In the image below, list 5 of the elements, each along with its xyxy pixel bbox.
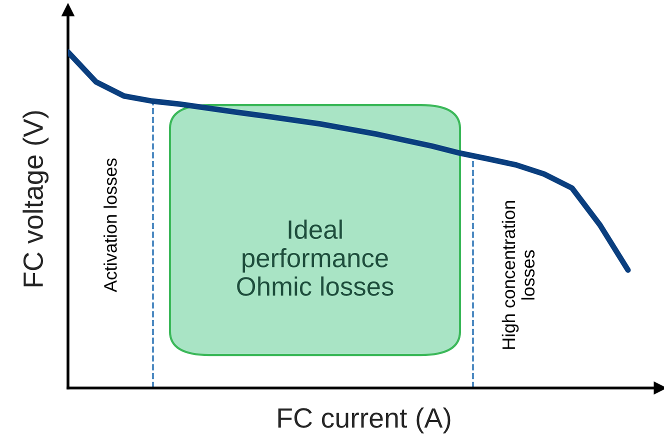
y-axis-title: FC voltage (V) bbox=[22, 111, 49, 286]
annotation: High concentration losses bbox=[502, 200, 535, 349]
annotation: Ideal performance Ohmic losses bbox=[237, 220, 394, 296]
x-axis-title: FC current (A) bbox=[278, 407, 450, 434]
annotation: Activation losses bbox=[104, 158, 117, 292]
